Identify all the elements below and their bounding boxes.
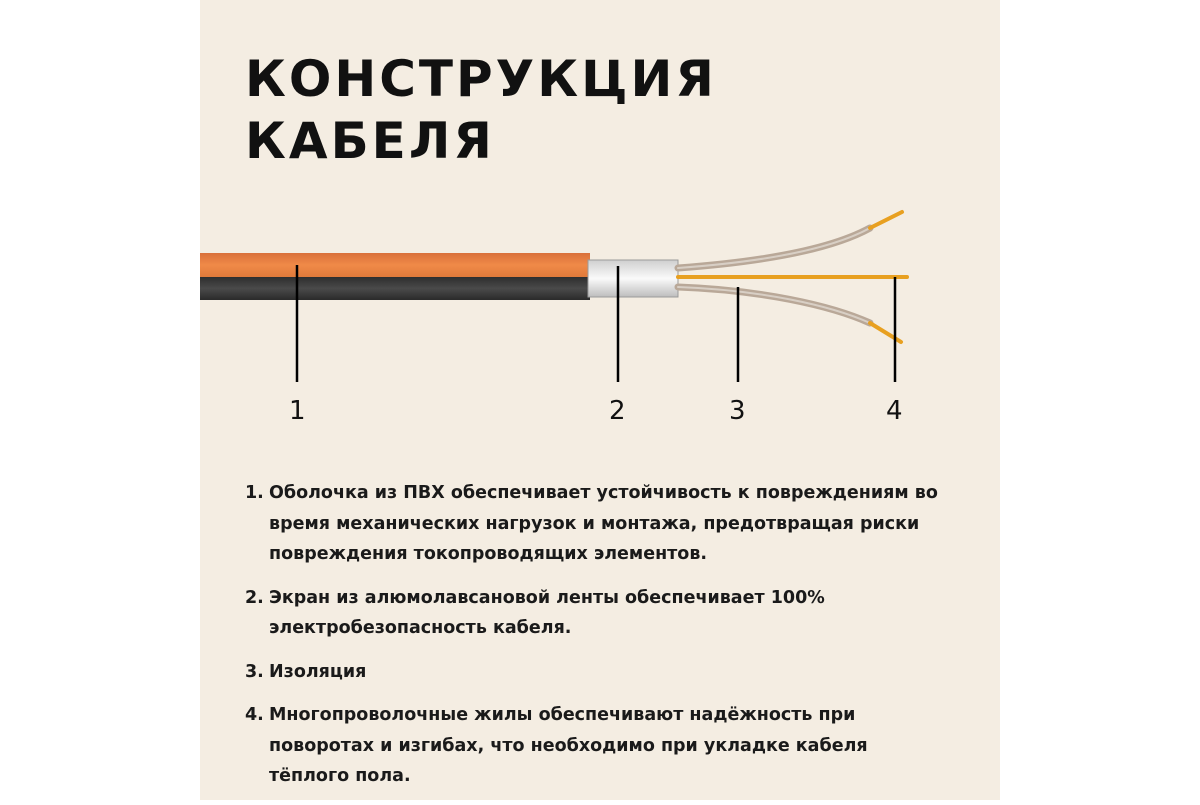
- item-number: 2.: [245, 587, 264, 608]
- insulated-wires: [674, 224, 874, 327]
- item-text: Экран из алюмолавсановой ленты обеспечив…: [269, 587, 825, 639]
- list-item: 1. Оболочка из ПВХ обеспечивает устойчиво…: [245, 478, 945, 570]
- callout-2: 2: [609, 396, 626, 426]
- callout-lines: [295, 265, 897, 382]
- title-line-1: КОНСТРУКЦИЯ: [245, 50, 717, 108]
- aluminium-shield: [587, 259, 679, 298]
- item-text: Многопроволочные жилы обеспечивают надёж…: [269, 705, 868, 786]
- list-item: 4. Многопроволочные жилы обеспечивают над…: [245, 700, 945, 792]
- item-text: Изоляция: [269, 661, 367, 682]
- item-number: 1.: [245, 483, 264, 503]
- list-item: 2. Экран из алюмолавсановой ленты обеспеч…: [245, 583, 945, 644]
- callout-3: 3: [729, 396, 746, 426]
- item-number: 3.: [245, 661, 264, 682]
- title-line-2: КАБЕЛЯ: [245, 112, 495, 170]
- item-number: 4.: [245, 705, 264, 725]
- page-title: КОНСТРУКЦИЯ КАБЕЛЯ: [245, 48, 717, 172]
- item-text: Оболочка из ПВХ обеспечивает устойчивост…: [269, 483, 938, 564]
- outer-sheath: [200, 253, 590, 300]
- conductors: [676, 210, 909, 344]
- callout-4: 4: [886, 396, 903, 426]
- background-panel: [200, 0, 1000, 800]
- list-item: 3. Изоляция: [245, 657, 945, 688]
- callout-1: 1: [289, 396, 306, 426]
- component-list: 1. Оболочка из ПВХ обеспечивает устойчиво…: [245, 478, 945, 805]
